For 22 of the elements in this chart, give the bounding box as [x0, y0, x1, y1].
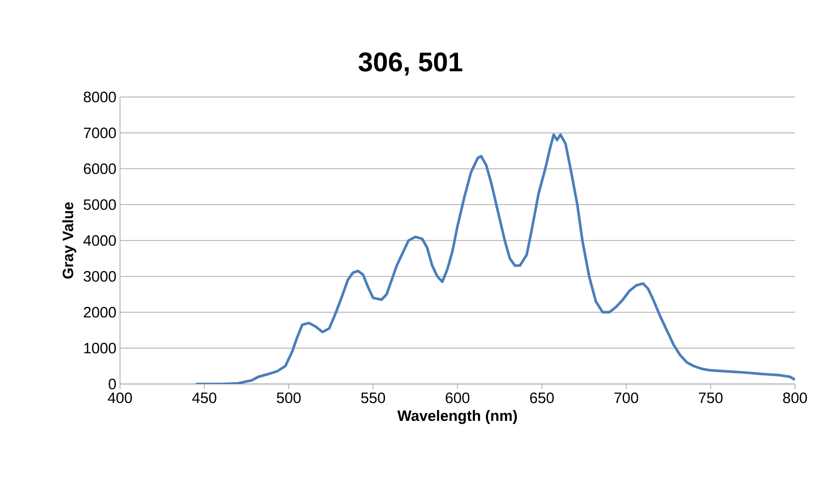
x-tick-label: 500 — [276, 392, 301, 404]
y-tick-label: 6000 — [84, 163, 116, 174]
x-tick-label: 450 — [192, 392, 216, 404]
chart-title: 306, 501 — [358, 52, 462, 76]
line-series — [194, 133, 795, 384]
x-axis-title: Wavelength (nm) — [397, 410, 517, 424]
y-tick-label: 1000 — [84, 342, 116, 354]
x-tick-label: 700 — [614, 392, 638, 404]
y-axis-title: Gray Value — [62, 202, 76, 279]
y-tick-label: 7000 — [84, 128, 116, 138]
x-tick-label: 650 — [530, 392, 554, 404]
x-tick-label: 750 — [698, 392, 723, 404]
y-tick-label: 0 — [108, 378, 116, 390]
x-tick-label: 400 — [108, 392, 132, 404]
y-tick-label: 2000 — [84, 306, 116, 318]
y-tick-label: 4000 — [83, 235, 116, 246]
y-tick-label: 8000 — [84, 92, 116, 102]
y-tick-label: 3000 — [84, 271, 116, 282]
x-tick-label: 600 — [446, 392, 470, 404]
x-tick-label: 550 — [361, 392, 386, 404]
x-tick-label: 800 — [783, 392, 807, 404]
y-tick-label: 5000 — [84, 199, 116, 210]
